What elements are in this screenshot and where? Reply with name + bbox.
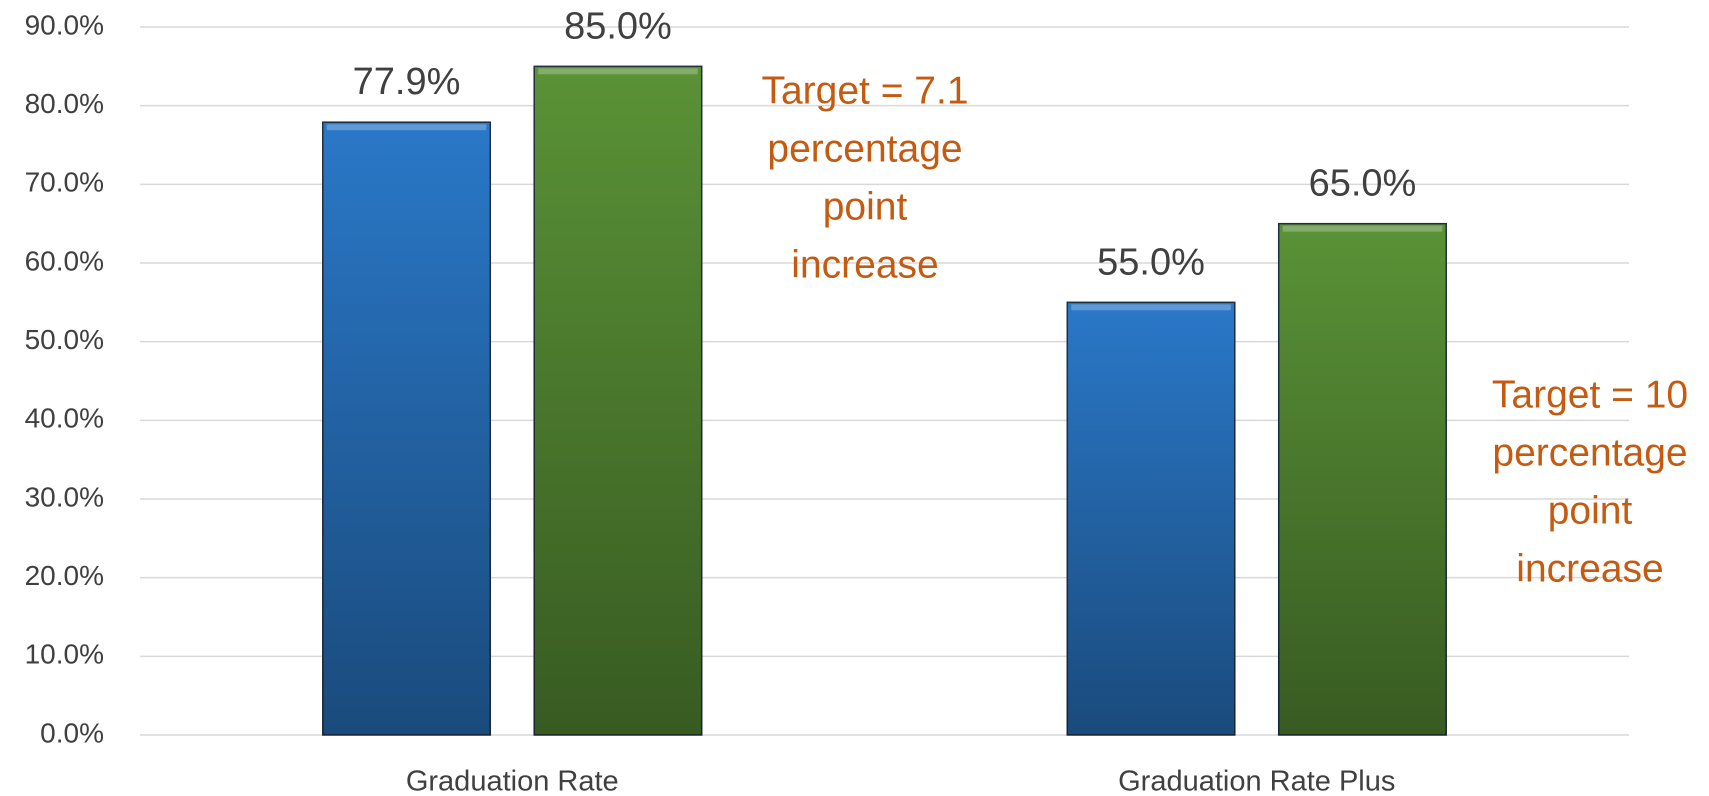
y-tick-label: 70.0%	[25, 167, 104, 198]
bar-highlight	[1071, 304, 1231, 311]
y-tick-label: 80.0%	[25, 88, 104, 119]
annotation: Target = 10	[1492, 373, 1688, 416]
y-tick-label: 60.0%	[25, 245, 104, 276]
bar-shade	[322, 122, 491, 736]
x-tick-label: Graduation Rate Plus	[1118, 766, 1395, 796]
annotation: increase	[1516, 547, 1663, 590]
y-tick-label: 90.0%	[25, 9, 104, 40]
data-label: 55.0%	[1097, 241, 1205, 283]
annotation: percentage	[1492, 431, 1687, 474]
y-tick-label: 50.0%	[25, 324, 104, 355]
bar-highlight	[1282, 225, 1443, 232]
data-label: 65.0%	[1309, 163, 1417, 205]
annotation: increase	[791, 243, 938, 286]
data-label: 77.9%	[353, 61, 461, 103]
bar-highlight	[326, 124, 487, 131]
bar-shade	[1067, 302, 1235, 735]
data-label: 85.0%	[564, 5, 672, 47]
bar-shade	[1278, 223, 1447, 735]
y-tick-label: 20.0%	[25, 560, 104, 591]
y-tick-label: 0.0%	[40, 717, 104, 748]
annotation: Target = 7.1	[761, 69, 968, 112]
bar-shade	[534, 66, 702, 736]
y-tick-label: 40.0%	[25, 403, 104, 434]
annotation: percentage	[767, 127, 962, 170]
annotation: point	[1548, 489, 1633, 532]
x-tick-label: Graduation Rate	[406, 766, 619, 796]
y-tick-label: 10.0%	[25, 639, 104, 670]
bar-highlight	[538, 68, 698, 75]
y-tick-label: 30.0%	[25, 481, 104, 512]
annotation: point	[823, 185, 908, 228]
